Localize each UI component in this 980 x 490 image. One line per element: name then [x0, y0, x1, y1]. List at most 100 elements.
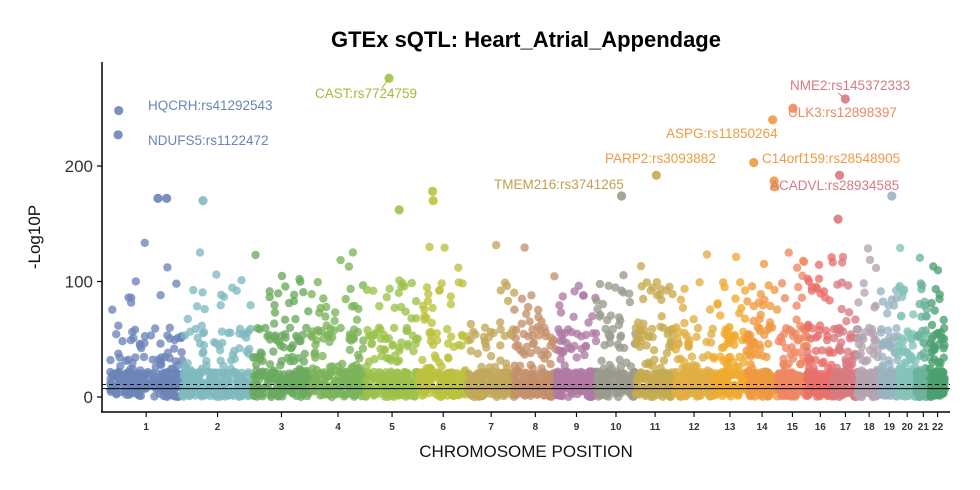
data-point: [363, 387, 373, 397]
data-point: [500, 278, 510, 287]
data-point: [216, 381, 225, 390]
top-hit-point: [162, 193, 172, 203]
data-point: [609, 372, 618, 381]
data-point: [731, 294, 740, 303]
data-point: [195, 248, 205, 257]
data-point: [216, 356, 225, 365]
data-point: [829, 333, 839, 343]
data-point: [549, 335, 558, 345]
data-point: [191, 375, 200, 385]
data-point: [115, 369, 125, 379]
annotation-label: NDUFS5:rs1122472: [148, 133, 269, 148]
data-point: [243, 370, 252, 379]
data-point: [310, 377, 319, 387]
data-point: [673, 355, 682, 364]
data-point: [379, 374, 389, 383]
data-point: [884, 356, 893, 365]
data-point: [250, 391, 260, 400]
data-point: [614, 313, 624, 322]
data-point: [198, 288, 207, 297]
data-point: [684, 340, 693, 349]
data-point: [676, 392, 686, 401]
data-point: [435, 381, 444, 390]
data-point: [179, 392, 188, 401]
data-point: [198, 368, 207, 377]
data-point: [856, 349, 865, 358]
data-point: [743, 333, 753, 343]
data-point: [746, 360, 755, 369]
data-point: [502, 368, 512, 378]
data-point: [489, 375, 498, 384]
data-point: [625, 297, 635, 307]
x-tick-label: 5: [389, 422, 395, 433]
data-point: [730, 340, 739, 349]
data-point: [837, 304, 846, 314]
data-point: [108, 305, 117, 314]
data-point: [471, 386, 481, 395]
data-point: [619, 288, 628, 297]
data-point: [556, 308, 566, 317]
data-point: [648, 332, 657, 342]
data-point: [608, 325, 617, 334]
data-point: [588, 329, 597, 338]
data-point: [883, 309, 892, 318]
x-tick-label: 21: [918, 422, 930, 433]
data-point: [374, 323, 384, 332]
data-point: [805, 388, 814, 397]
chromosome-5-points: [361, 276, 423, 402]
data-point: [525, 317, 534, 326]
data-point: [334, 371, 343, 380]
annotation-leader: [381, 77, 390, 89]
data-point: [409, 347, 418, 356]
data-point: [779, 330, 789, 339]
data-point: [529, 338, 539, 347]
data-point: [835, 343, 844, 352]
data-point: [146, 331, 156, 340]
data-point: [672, 323, 681, 332]
data-point: [236, 387, 246, 397]
data-point: [279, 370, 289, 379]
annotation-label: ASPG:rs11850264: [666, 126, 778, 141]
data-point: [369, 367, 379, 377]
data-point: [743, 297, 752, 306]
data-point: [270, 300, 279, 310]
data-point: [291, 314, 300, 324]
data-point: [832, 324, 842, 334]
data-point: [156, 291, 165, 300]
data-point: [930, 306, 939, 315]
data-point: [937, 389, 947, 398]
data-point: [749, 349, 758, 358]
data-point: [245, 344, 254, 354]
x-tick-label: 9: [574, 422, 580, 433]
data-point: [662, 348, 672, 358]
data-point: [894, 350, 903, 359]
data-point: [274, 289, 283, 298]
data-point: [724, 353, 733, 362]
data-point: [770, 285, 779, 295]
data-point: [292, 331, 301, 341]
data-point: [821, 326, 830, 335]
data-point: [189, 285, 198, 295]
data-point: [135, 341, 145, 350]
data-point: [863, 244, 873, 253]
top-hit-point: [749, 157, 759, 168]
data-point: [799, 257, 809, 267]
data-point: [540, 347, 549, 356]
data-point: [814, 260, 824, 269]
data-point: [573, 369, 582, 378]
data-point: [680, 357, 689, 367]
data-point: [418, 355, 427, 365]
data-point: [718, 278, 728, 287]
data-point: [401, 307, 410, 316]
data-point: [496, 286, 505, 295]
y-tick-label: 100: [65, 273, 93, 292]
data-point: [534, 312, 543, 322]
top-hit-point: [394, 205, 404, 215]
data-point: [281, 282, 290, 291]
data-point: [375, 301, 384, 311]
data-point: [803, 322, 812, 331]
data-point: [447, 332, 456, 341]
data-point: [403, 388, 413, 397]
data-point: [703, 372, 712, 381]
data-point: [359, 336, 368, 345]
